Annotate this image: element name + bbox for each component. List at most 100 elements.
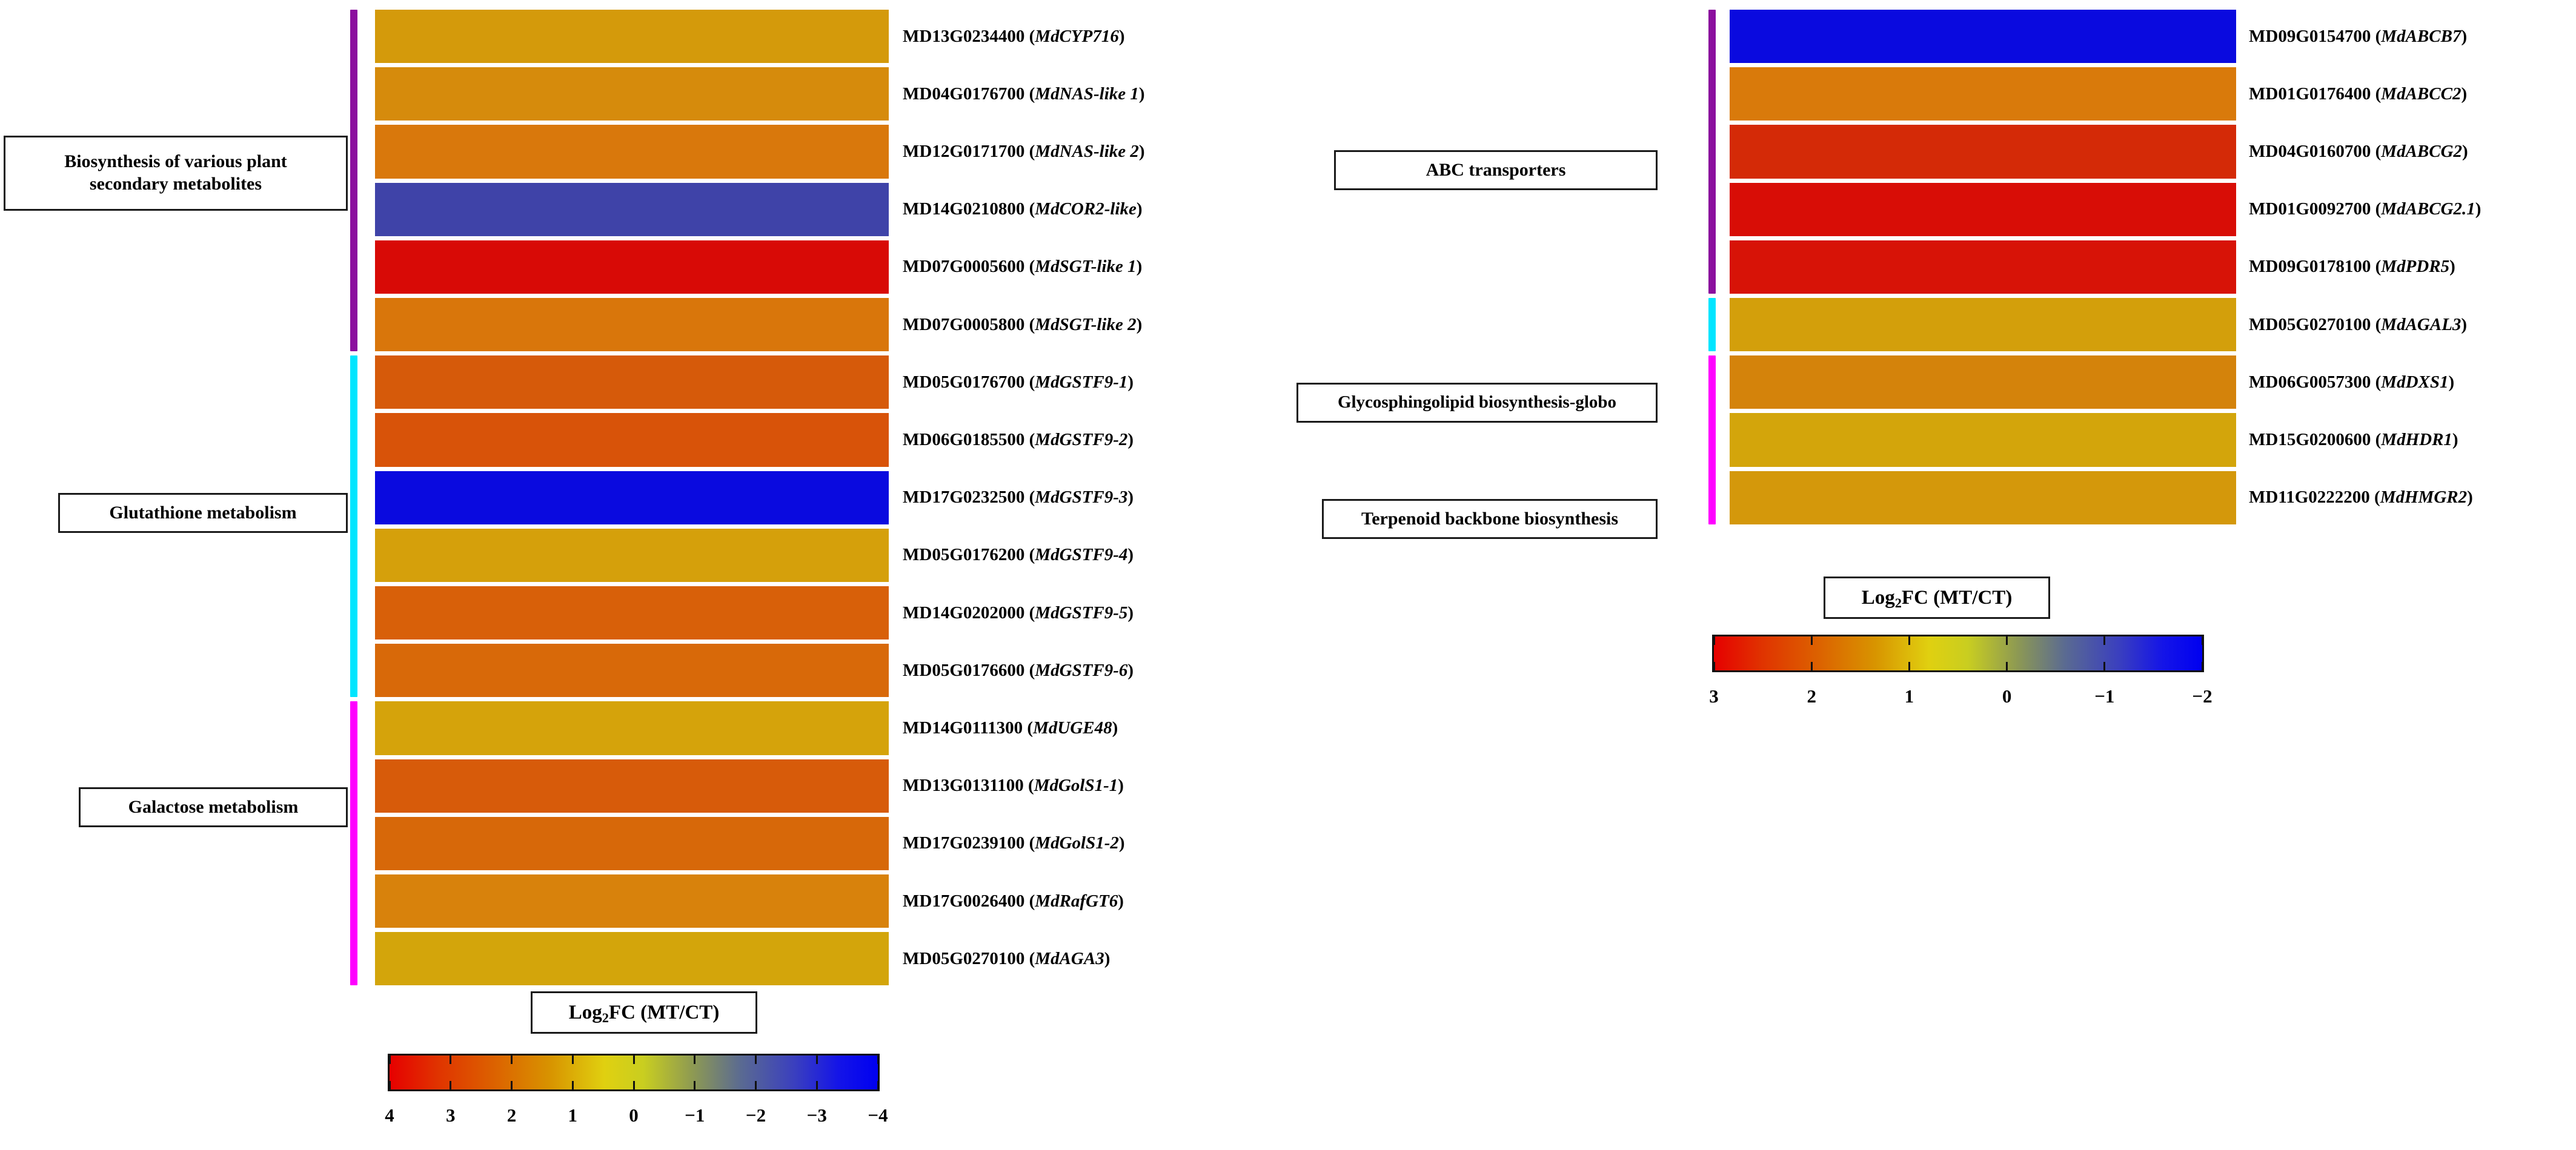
heatmap-row xyxy=(1730,10,2236,64)
heatmap-cell xyxy=(1730,471,2236,524)
colorbar-tick-top xyxy=(1713,636,1715,645)
colorbar-tick-bottom xyxy=(632,1081,635,1089)
gene-label: MD15G0200600 (MdHDR1) xyxy=(2249,429,2458,449)
colorbar-tick-label: −1 xyxy=(2094,686,2115,707)
gene-label: MD12G0171700 (MdNAS-like 2) xyxy=(903,141,1145,161)
heatmap-row xyxy=(375,644,889,698)
gene-label: MD14G0111300 (MdUGE48) xyxy=(903,718,1118,738)
heatmap-cell xyxy=(375,298,889,352)
gene-label: MD05G0270100 (MdAGA3) xyxy=(903,948,1110,968)
colorbar-tick-top xyxy=(632,1056,635,1064)
heatmap-row xyxy=(1730,355,2236,409)
heatmap-row xyxy=(375,528,889,582)
heatmap-cell xyxy=(1730,182,2236,236)
heatmap-cell xyxy=(375,240,889,294)
colorbar-tick-bottom xyxy=(388,1081,391,1089)
heatmap-cell xyxy=(1730,10,2236,64)
colorbar-tick-bottom xyxy=(450,1081,452,1089)
heatmap-cell xyxy=(375,10,889,64)
gene-label: MD01G0092700 (MdABCG2.1) xyxy=(2249,199,2481,219)
heatmap-cell xyxy=(375,413,889,467)
colorbar-tick-label: −1 xyxy=(685,1105,705,1126)
heatmap-row xyxy=(1730,67,2236,121)
colorbar-tick-top xyxy=(2103,636,2106,645)
colorbar-tick-bottom xyxy=(2201,662,2203,670)
colorbar-tick-label: −2 xyxy=(745,1105,766,1126)
colorbar-title-text: Log2FC (MT/CT) xyxy=(1861,586,2013,610)
colorbar-tick-label: 3 xyxy=(446,1105,456,1126)
heatmap-cell xyxy=(375,644,889,698)
gene-label: MD05G0176600 (MdGSTF9-6) xyxy=(903,660,1134,680)
gene-label: MD07G0005800 (MdSGT-like 2) xyxy=(903,314,1143,334)
category-label-line1: ABC transporters xyxy=(1426,159,1566,180)
gene-label: MD04G0160700 (MdABCG2) xyxy=(2249,141,2468,161)
heatmap-cell xyxy=(375,586,889,640)
heatmap-cell xyxy=(1730,67,2236,121)
category-box-1: Glycosphingolipid biosynthesis-globo xyxy=(1296,383,1658,423)
colorbar-tick-label: 1 xyxy=(568,1105,578,1126)
category-box-2: Galactose metabolism xyxy=(79,787,348,827)
heatmap-row xyxy=(375,759,889,813)
heatmap-row xyxy=(375,298,889,352)
colorbar-tick-label: 1 xyxy=(1904,686,1914,707)
colorbar-tick-top xyxy=(1908,636,1910,645)
heatmap-cell xyxy=(375,701,889,755)
heatmap-cell xyxy=(375,816,889,870)
heatmap-row xyxy=(375,67,889,121)
heatmap-row xyxy=(375,932,889,986)
gene-label: MD17G0232500 (MdGSTF9-3) xyxy=(903,487,1134,507)
colorbar-tick-label: 3 xyxy=(1709,686,1719,707)
heatmap-row xyxy=(375,586,889,640)
category-label-line1: Glycosphingolipid biosynthesis-globo xyxy=(1337,392,1617,412)
heatmap-row xyxy=(375,701,889,755)
colorbar-tick-top xyxy=(755,1056,757,1064)
colorbar-tick-top xyxy=(815,1056,818,1064)
category-box-1: Glutathione metabolism xyxy=(58,493,348,533)
colorbar-tick-top xyxy=(511,1056,513,1064)
colorbar-tick-top xyxy=(694,1056,696,1064)
colorbar-tick-label: 2 xyxy=(1807,686,1816,707)
heatmap-row xyxy=(1730,413,2236,467)
group-color-bar-0 xyxy=(1708,10,1716,294)
colorbar-tick-bottom xyxy=(877,1081,879,1089)
heatmap-cell xyxy=(1730,298,2236,352)
category-label-line1: Terpenoid backbone biosynthesis xyxy=(1361,508,1618,529)
heatmap-cell xyxy=(1730,125,2236,179)
gene-label: MD11G0222200 (MdHMGR2) xyxy=(2249,487,2473,507)
gene-label: MD17G0239100 (MdGolS1-2) xyxy=(903,833,1125,853)
category-box-0: ABC transporters xyxy=(1334,150,1658,190)
heatmap-row xyxy=(1730,471,2236,524)
colorbar-tick-bottom xyxy=(2103,662,2106,670)
gene-label: MD09G0178100 (MdPDR5) xyxy=(2249,257,2455,277)
group-color-bar-2 xyxy=(1708,355,1716,524)
heatmap-cell xyxy=(375,932,889,986)
heatmap-cell xyxy=(1730,413,2236,467)
colorbar-tick-label: 4 xyxy=(385,1105,394,1126)
category-label-line1: Glutathione metabolism xyxy=(109,502,297,523)
colorbar-tick-top xyxy=(2006,636,2008,645)
heatmap-row xyxy=(1730,182,2236,236)
heatmap-cell xyxy=(375,528,889,582)
heatmap-row xyxy=(375,874,889,928)
gene-label: MD01G0176400 (MdABCC2) xyxy=(2249,84,2468,104)
category-box-2: Terpenoid backbone biosynthesis xyxy=(1322,499,1658,539)
heatmap-cell xyxy=(375,471,889,524)
colorbar-tick-label: 0 xyxy=(629,1105,639,1126)
colorbar-tick-bottom xyxy=(1908,662,1910,670)
colorbar-tick-label: −3 xyxy=(806,1105,827,1126)
heatmap-row xyxy=(375,413,889,467)
gene-label: MD09G0154700 (MdABCB7) xyxy=(2249,26,2468,46)
heatmap-row xyxy=(375,816,889,870)
category-label-line1: Biosynthesis of various plant xyxy=(64,151,287,172)
heatmap-row xyxy=(1730,125,2236,179)
gene-label: MD14G0210800 (MdCOR2-like) xyxy=(903,199,1143,219)
colorbar-tick-label: 2 xyxy=(506,1105,517,1126)
category-label-line2: secondary metabolites xyxy=(89,174,262,194)
colorbar-tick-bottom xyxy=(571,1081,574,1089)
gene-label: MD17G0026400 (MdRafGT6) xyxy=(903,891,1124,911)
category-label-line1: Galactose metabolism xyxy=(128,796,299,817)
colorbar-tick-bottom xyxy=(2006,662,2008,670)
gene-label: MD06G0185500 (MdGSTF9-2) xyxy=(903,429,1134,449)
colorbar-tick-top xyxy=(2201,636,2203,645)
gene-label: MD06G0057300 (MdDXS1) xyxy=(2249,372,2455,392)
